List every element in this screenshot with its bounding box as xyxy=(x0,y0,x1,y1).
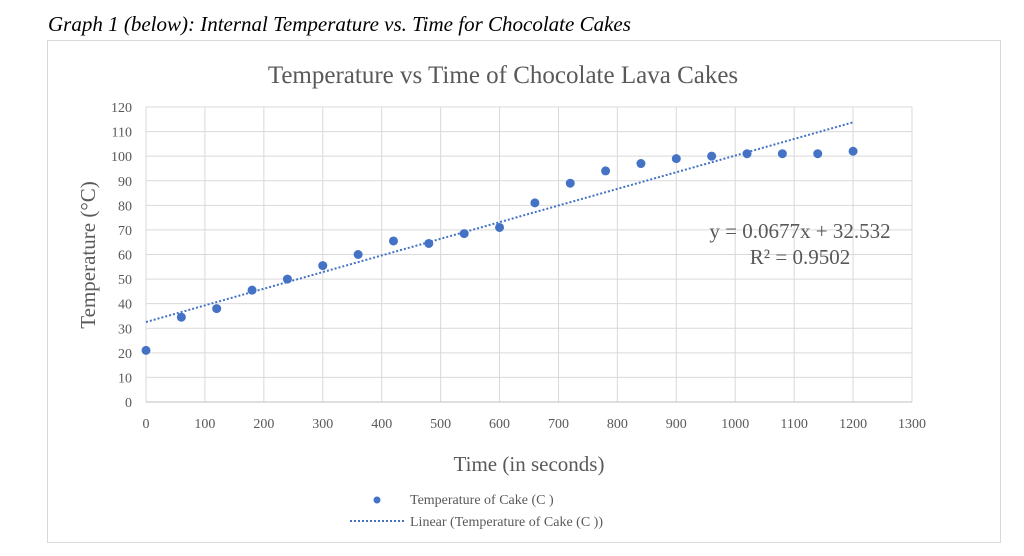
data-point xyxy=(742,149,752,159)
x-tick-label: 800 xyxy=(607,417,628,432)
x-tick-label: 700 xyxy=(548,417,569,432)
data-point xyxy=(282,274,292,284)
data-point xyxy=(176,312,186,322)
figure-caption: Graph 1 (below): Internal Temperature vs… xyxy=(48,12,631,36)
data-point xyxy=(212,304,222,314)
y-tick-label: 30 xyxy=(118,322,132,337)
data-point xyxy=(424,238,434,248)
data-point xyxy=(353,250,363,259)
y-tick-label: 100 xyxy=(111,150,132,165)
data-point xyxy=(671,154,681,164)
data-point xyxy=(636,159,646,169)
x-axis-label: Time (in seconds) xyxy=(454,452,605,476)
x-tick-label: 100 xyxy=(194,417,215,432)
x-tick-label: 900 xyxy=(666,417,687,432)
x-tick-label: 1300 xyxy=(898,417,926,432)
y-tick-label: 90 xyxy=(118,175,132,190)
data-point xyxy=(848,146,858,156)
r-squared: R² = 0.9502 xyxy=(750,245,850,269)
data-point xyxy=(141,345,151,355)
y-tick-label: 20 xyxy=(118,347,132,362)
trendline xyxy=(145,121,854,323)
y-tick-label: 0 xyxy=(125,396,132,411)
data-point xyxy=(495,222,505,232)
y-tick-label: 110 xyxy=(112,126,132,141)
y-tick-label: 10 xyxy=(118,371,132,386)
y-tick-label: 120 xyxy=(111,101,132,116)
data-point xyxy=(459,229,469,239)
x-tick-label: 400 xyxy=(371,417,392,432)
x-tick-label: 300 xyxy=(312,417,333,432)
legend-label-series: Temperature of Cake (C ) xyxy=(410,493,554,508)
data-point xyxy=(530,198,540,208)
chart-frame xyxy=(47,40,1001,543)
x-tick-label: 500 xyxy=(430,417,451,432)
x-tick-label: 0 xyxy=(143,417,150,432)
y-tick-label: 80 xyxy=(118,199,132,214)
y-tick-label: 50 xyxy=(118,273,132,288)
legend-marker-series xyxy=(373,496,381,504)
data-point xyxy=(707,151,717,161)
data-point xyxy=(813,149,823,159)
chart-title: Temperature vs Time of Chocolate Lava Ca… xyxy=(268,62,738,89)
legend-label-trendline: Linear (Temperature of Cake (C )) xyxy=(410,515,603,530)
data-point xyxy=(565,178,575,188)
x-tick-label: 1000 xyxy=(721,417,749,432)
x-tick-label: 200 xyxy=(253,417,274,432)
trendline-equation: y = 0.0677x + 32.532 xyxy=(709,219,890,243)
x-tick-label: 1100 xyxy=(780,417,807,432)
y-tick-label: 60 xyxy=(118,249,132,264)
x-tick-label: 600 xyxy=(489,417,510,432)
y-axis-label: Temperature (°C) xyxy=(76,181,100,328)
data-point xyxy=(247,285,257,295)
data-point xyxy=(388,236,398,246)
data-point xyxy=(777,149,787,159)
y-tick-label: 40 xyxy=(118,298,132,313)
x-tick-label: 1200 xyxy=(839,417,867,432)
data-point xyxy=(318,261,328,271)
y-tick-label: 70 xyxy=(118,224,132,239)
data-point xyxy=(601,166,611,176)
